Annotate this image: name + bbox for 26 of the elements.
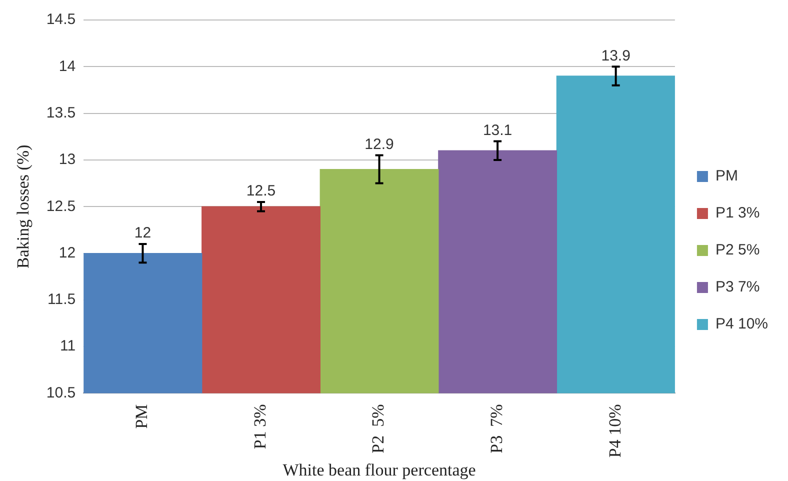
y-tick-label: 13 (58, 151, 76, 168)
legend-label: P4 10% (715, 316, 768, 333)
x-tick-label: PM (132, 404, 152, 429)
y-tick-label: 12.5 (46, 198, 76, 215)
data-label: 12.9 (364, 136, 394, 153)
y-tick-label: 11.5 (48, 291, 76, 308)
y-tick-label: 10.5 (46, 384, 76, 402)
data-label: 12.5 (246, 182, 276, 200)
legend-label: P2 5% (715, 242, 760, 259)
x-axis-title: White bean flour percentage (282, 460, 476, 480)
y-tick-label: 12 (58, 244, 76, 262)
y-axis-title: Baking losses (%) (14, 144, 33, 268)
legend-label: P1 3% (715, 204, 760, 222)
x-tick-label: P1 3% (250, 404, 270, 450)
y-tick-label: 11 (60, 338, 76, 355)
y-tick-label: 14 (58, 58, 76, 75)
x-tick-label: P4 10% (605, 404, 624, 458)
legend-label: PM (715, 168, 738, 185)
legend-label: P3 7% (715, 278, 760, 296)
data-label: 13.9 (601, 47, 630, 64)
y-tick-label: 14.5 (46, 11, 76, 28)
x-tick-label: P2 5% (368, 404, 388, 454)
data-label: 12 (134, 224, 152, 242)
data-label: 13.1 (482, 122, 512, 139)
y-tick-label: 13.5 (46, 104, 76, 122)
x-tick-label: P3 7% (487, 404, 506, 454)
